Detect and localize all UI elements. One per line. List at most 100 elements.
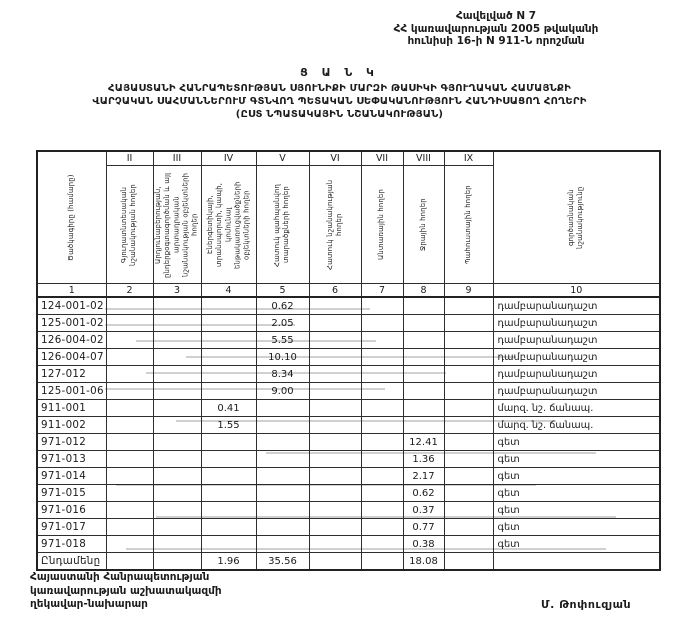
code-cell: 971-015 — [36, 484, 107, 502]
table-row: 126-004-02 5.55 դամբարանադաշտ — [36, 331, 661, 349]
value-cell: 2.05 — [255, 314, 310, 332]
table-row: 971-014 2.17 գետ — [36, 467, 661, 485]
value-cell — [200, 501, 257, 519]
value-cell — [152, 450, 202, 468]
header-col-water: Ջրային հողեր — [402, 165, 445, 284]
note-cell: մարզ. նշ. ճանապ. — [492, 416, 661, 434]
value-cell — [360, 365, 404, 383]
code-cell: 971-017 — [36, 518, 107, 536]
value-cell — [200, 382, 257, 400]
column-index-5: 5 — [255, 283, 310, 298]
column-numeral-3: III — [152, 150, 202, 166]
header-col-agricultural: Գյուղատնտեսական նշանակության հողեր — [105, 165, 154, 284]
code-cell: 971-013 — [36, 450, 107, 468]
column-numeral-4: IV — [200, 150, 257, 166]
value-cell — [200, 296, 257, 315]
value-cell — [105, 416, 154, 434]
value-cell: 0.41 — [200, 399, 257, 417]
table-row: 125-001-02 2.05 դամբարանադաշտ — [36, 314, 661, 332]
header-col-reserve: Պահուստային հողեր — [443, 165, 494, 284]
code-cell: 124-001-02 — [36, 296, 107, 315]
note-cell: գետ — [492, 535, 661, 553]
column-index-9: 9 — [443, 283, 494, 298]
value-cell — [200, 331, 257, 349]
column-numeral-7: VII — [360, 150, 404, 166]
note-cell: դամբարանադաշտ — [492, 296, 661, 315]
value-cell — [443, 348, 494, 366]
value-cell — [105, 518, 154, 536]
land-list-table: Ծածկագիրը (համարը) II III IV V VI VII VI… — [36, 150, 661, 571]
value-cell — [402, 382, 445, 400]
value-cell — [308, 467, 362, 485]
value-cell — [402, 416, 445, 434]
value-cell — [200, 365, 257, 383]
value-cell: 0.62 — [402, 484, 445, 502]
value-cell — [200, 450, 257, 468]
value-cell — [152, 535, 202, 553]
value-cell — [443, 484, 494, 502]
total-label-cell: Ընդամենը — [36, 552, 107, 571]
value-cell — [105, 331, 154, 349]
value-cell: 1.36 — [402, 450, 445, 468]
column-index-4: 4 — [200, 283, 257, 298]
table-row: 971-017 0.77 գետ — [36, 518, 661, 536]
note-cell: գետ — [492, 484, 661, 502]
signature-name: Մ. Թոփուզյան — [541, 598, 632, 611]
value-cell — [200, 467, 257, 485]
header-col-energy-transport: Էներգետիկայի, տրանսպորտի, կապի, կոմունալ… — [200, 165, 257, 284]
column-numeral-8: VIII — [402, 150, 445, 166]
table-row: 971-012 12.41 գետ — [36, 433, 661, 451]
table-row: 124-001-02 0.62 դամբարանադաշտ — [36, 296, 661, 315]
value-cell: 2.17 — [402, 467, 445, 485]
code-cell: 971-012 — [36, 433, 107, 451]
value-cell — [308, 348, 362, 366]
value-cell — [308, 416, 362, 434]
value-cell — [360, 501, 404, 519]
value-cell — [152, 296, 202, 315]
value-cell — [105, 348, 154, 366]
value-cell — [443, 450, 494, 468]
value-cell — [152, 416, 202, 434]
table-row: 911-001 0.41 մարզ. նշ. ճանապ. — [36, 399, 661, 417]
value-cell: 1.96 — [200, 552, 257, 571]
document-title: Ց Ա Ն Կ ՀԱՅԱՍՏԱՆԻ ՀԱՆՐԱՊԵՏՈՒԹՅԱՆ ՍՅՈՒՆԻՔ… — [0, 66, 679, 121]
header-category-row: Գյուղատնտեսական նշանակության հողեր Արդյո… — [37, 165, 660, 284]
value-cell — [105, 382, 154, 400]
value-cell — [255, 535, 310, 553]
value-cell — [105, 450, 154, 468]
value-cell — [360, 382, 404, 400]
value-cell — [152, 433, 202, 451]
column-index-6: 6 — [308, 283, 362, 298]
table-row: 911-002 1.55 մարզ. նշ. ճանապ. — [36, 416, 661, 434]
value-cell — [255, 416, 310, 434]
value-cell — [308, 450, 362, 468]
value-cell — [360, 416, 404, 434]
column-index-2: 2 — [105, 283, 154, 298]
value-cell — [105, 399, 154, 417]
value-cell — [443, 331, 494, 349]
value-cell — [443, 314, 494, 332]
value-cell — [360, 331, 404, 349]
value-cell — [105, 484, 154, 502]
table-row: 971-018 0.38 գետ — [36, 535, 661, 553]
value-cell — [152, 484, 202, 502]
value-cell — [200, 314, 257, 332]
value-cell — [402, 365, 445, 383]
value-cell — [152, 467, 202, 485]
value-cell — [308, 535, 362, 553]
value-cell — [152, 331, 202, 349]
note-cell: դամբարանադաշտ — [492, 314, 661, 332]
value-cell — [308, 331, 362, 349]
code-cell: 126-004-02 — [36, 331, 107, 349]
value-cell — [360, 314, 404, 332]
table-row: 971-013 1.36 գետ — [36, 450, 661, 468]
appendix-line-3: հունիսի 16-ի N 911-Ն որոշման — [407, 35, 585, 47]
note-cell: դամբարանադաշտ — [492, 331, 661, 349]
value-cell — [308, 382, 362, 400]
value-cell — [152, 382, 202, 400]
code-cell: 126-004-07 — [36, 348, 107, 366]
note-cell: գետ — [492, 467, 661, 485]
value-cell: 35.56 — [255, 552, 310, 571]
note-cell: գետ — [492, 518, 661, 536]
note-cell: գետ — [492, 433, 661, 451]
